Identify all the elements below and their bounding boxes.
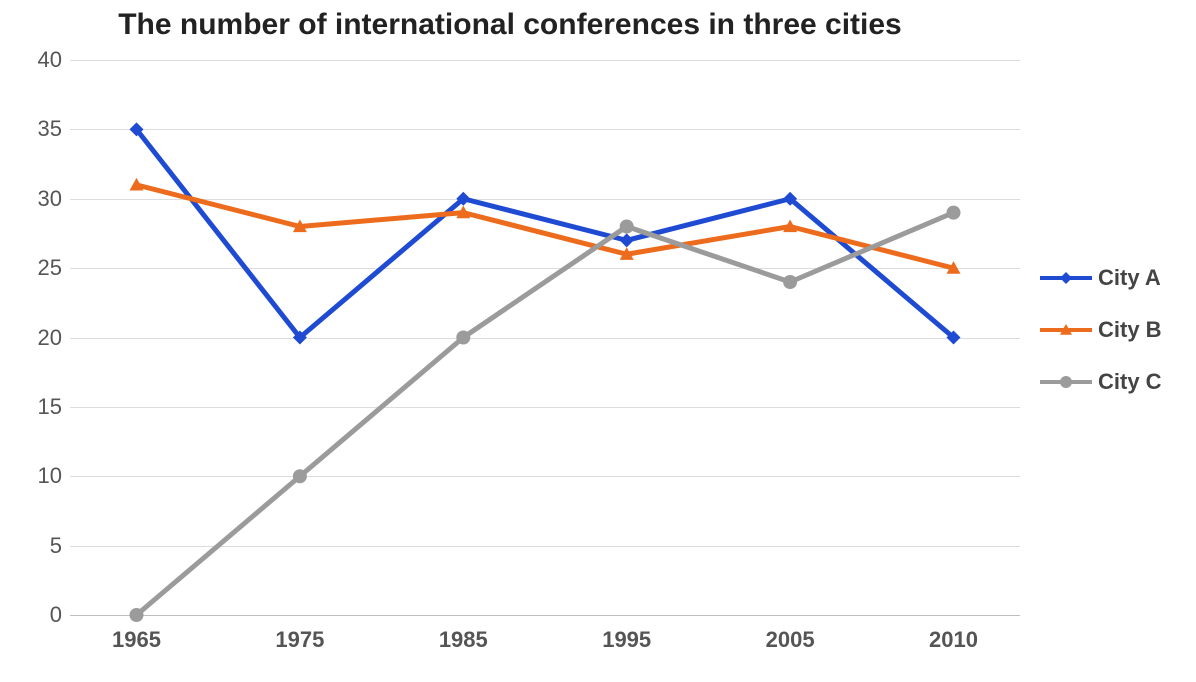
legend-marker-icon — [1056, 268, 1076, 288]
series-marker — [456, 331, 470, 345]
legend: City A City B City C — [1040, 265, 1162, 395]
legend-label: City B — [1098, 317, 1162, 343]
series-marker — [130, 608, 144, 622]
legend-item: City A — [1040, 265, 1162, 291]
legend-swatch — [1040, 268, 1092, 288]
legend-swatch — [1040, 372, 1092, 392]
legend-label: City A — [1098, 265, 1161, 291]
series-marker — [293, 469, 307, 483]
legend-marker-icon — [1056, 320, 1076, 340]
legend-marker-icon — [1056, 372, 1076, 392]
series-line — [137, 213, 954, 615]
plot-area — [0, 0, 1196, 682]
series-marker — [783, 275, 797, 289]
legend-label: City C — [1098, 369, 1162, 395]
series-marker — [620, 220, 634, 234]
series-line — [137, 185, 954, 268]
legend-item: City B — [1040, 317, 1162, 343]
legend-item: City C — [1040, 369, 1162, 395]
series-marker — [947, 206, 961, 220]
legend-swatch — [1040, 320, 1092, 340]
series-marker — [620, 233, 634, 247]
chart-container: The number of international conferences … — [0, 0, 1196, 682]
